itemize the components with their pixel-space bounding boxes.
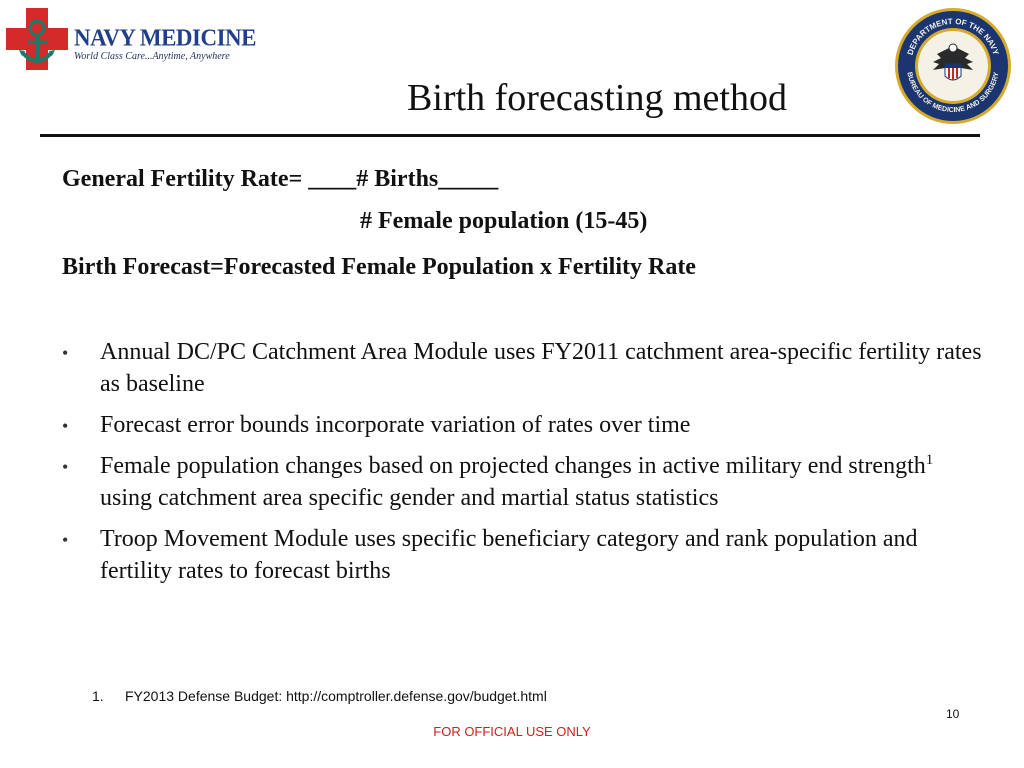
formula-label: General Fertility Rate=	[62, 166, 309, 192]
logo-tagline: World Class Care...Anytime, Anywhere	[74, 51, 230, 62]
footnote-text: FY2013 Defense Budget: http://comptrolle…	[125, 688, 547, 704]
logo-name: NAVY MEDICINE	[74, 24, 257, 51]
bullet-list: • Annual DC/PC Catchment Area Module uses…	[62, 336, 982, 596]
bureau-of-medicine-seal-icon: DEPARTMENT OF THE NAVY BUREAU OF MEDICIN…	[895, 8, 1011, 124]
red-cross-anchor-icon	[6, 8, 68, 70]
formula-numerator: ____# Births_____	[308, 166, 499, 192]
bullet-item: • Forecast error bounds incorporate varia…	[62, 409, 982, 441]
formula-line-fertility-rate: General Fertility Rate= ____# Births____…	[62, 164, 498, 194]
bullet-item: • Female population changes based on proj…	[62, 450, 982, 514]
navy-medicine-logo: NAVY MEDICINE World Class Care...Anytime…	[4, 6, 257, 78]
bullet-text: Forecast error bounds incorporate variat…	[100, 412, 691, 438]
bullet-text-continued: using catchment area specific gender and…	[100, 485, 719, 511]
slide-title: Birth forecasting method	[407, 77, 787, 119]
bullet-icon: •	[62, 343, 69, 363]
bullet-text: Annual DC/PC Catchment Area Module uses …	[100, 339, 982, 397]
formula-birth-forecast: Birth Forecast=Forecasted Female Populat…	[62, 254, 696, 280]
formula-denominator: # Female population (15-45)	[360, 208, 648, 234]
bullet-icon: •	[62, 457, 69, 477]
bullet-item: • Annual DC/PC Catchment Area Module uses…	[62, 336, 982, 400]
bullet-icon: •	[62, 416, 69, 436]
title-divider	[40, 134, 980, 137]
classification-label: FOR OFFICIAL USE ONLY	[433, 724, 591, 739]
bullet-text: Female population changes based on proje…	[100, 453, 926, 479]
page-number: 10	[946, 707, 960, 721]
bullet-icon: •	[62, 530, 69, 550]
bullet-item: • Troop Movement Module uses specific ben…	[62, 523, 982, 587]
bullet-text: Troop Movement Module uses specific bene…	[100, 526, 918, 584]
footnote: 1. FY2013 Defense Budget: http://comptrol…	[92, 688, 547, 704]
footnote-number: 1.	[92, 688, 104, 704]
footnote-reference: 1	[925, 452, 934, 468]
